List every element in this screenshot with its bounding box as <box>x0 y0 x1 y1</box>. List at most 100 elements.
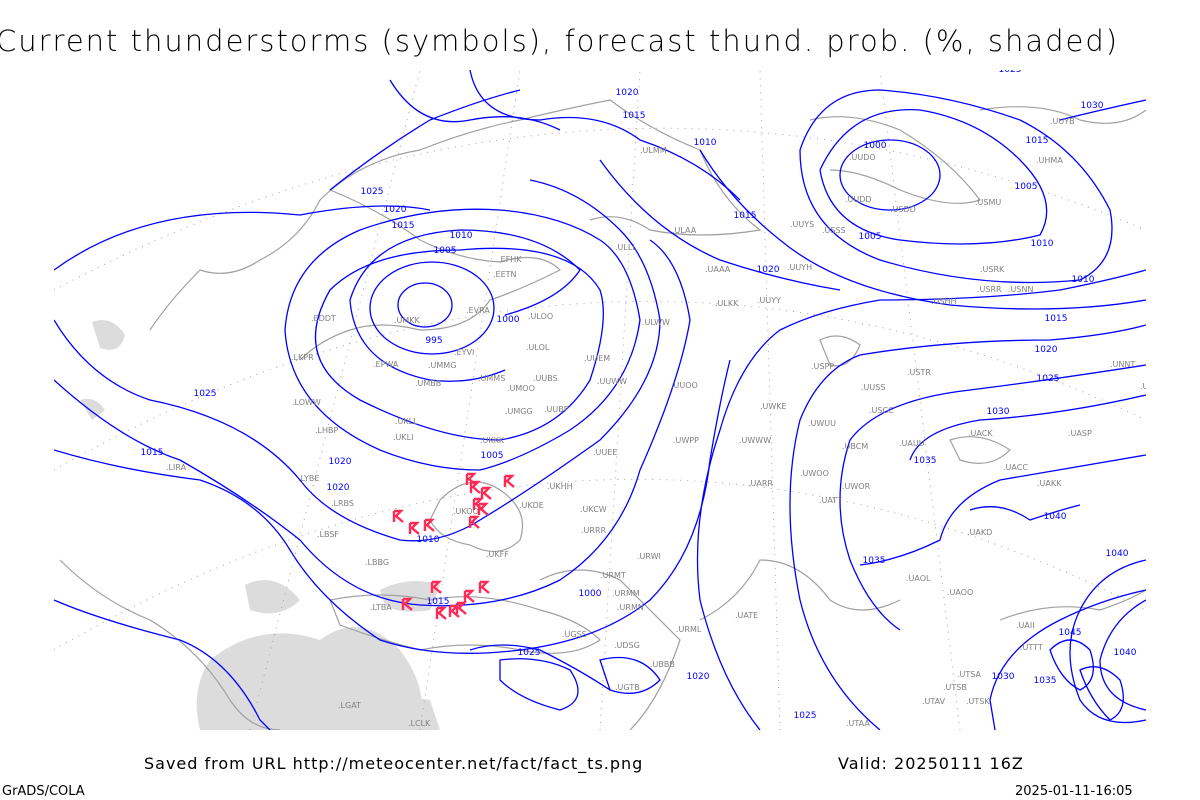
station-label: .UUYB <box>1050 117 1075 126</box>
station-label: .UAKD <box>967 528 992 537</box>
station-label: .UTSK <box>966 697 990 706</box>
station-label: .UATE <box>735 611 758 620</box>
station-labels: .ULMM .ULLL .UUYH .UUYY .ULKK .ULWW .UUSS .USCC… <box>166 117 1146 728</box>
station-label: .UUYH <box>787 263 812 272</box>
station-label: .USMU <box>975 198 1001 207</box>
station-label: .URMT <box>600 571 626 580</box>
station-label: .LCLK <box>408 719 431 728</box>
isobar-label: 1015 <box>427 597 450 607</box>
isobar-label: 1020 <box>384 205 407 215</box>
isobar-label: 1015 <box>1045 314 1068 324</box>
station-label: .ULOL <box>526 343 550 352</box>
station-label: .UAAA <box>705 265 731 274</box>
station-label: .UAUU <box>899 439 925 448</box>
station-label: .UGTB <box>615 683 640 692</box>
station-label: .UWWW <box>739 436 771 445</box>
station-label: .LBSF <box>317 530 339 539</box>
station-label: .EYVI <box>454 348 474 357</box>
station-label: .ULWW <box>642 318 670 327</box>
isobar-label: 1025 <box>194 389 217 399</box>
station-label: .URMM <box>612 589 640 598</box>
isobar-label: 1005 <box>1015 182 1038 192</box>
thunderstorm-icon <box>435 606 447 620</box>
thunderstorm-icon <box>463 589 475 603</box>
station-label: .UTTT <box>1020 643 1043 652</box>
station-label: .UACC <box>1003 463 1028 472</box>
station-label: .ULAA <box>672 226 697 235</box>
station-label: .UUWW <box>597 377 627 386</box>
station-label: .LTBA <box>370 603 392 612</box>
station-label: .UTSA <box>957 670 982 679</box>
isobar-label: 1030 <box>987 407 1010 417</box>
station-label: .UWOR <box>842 482 871 491</box>
station-label: .EDDT <box>311 314 336 323</box>
station-label: .UKLI <box>393 433 413 442</box>
isobar-label: 995 <box>425 336 442 346</box>
isobar-label: 1035 <box>914 456 937 466</box>
isobar-label: 1015 <box>623 111 646 121</box>
station-label: .USRK <box>980 265 1005 274</box>
station-label: .EFHK <box>498 255 522 264</box>
station-label: .URML <box>676 625 702 634</box>
thunderstorm-icon <box>503 474 515 488</box>
isobar-label: 1005 <box>481 451 504 461</box>
isobar-label: 1020 <box>687 672 710 682</box>
station-label: .UDSG <box>614 641 640 650</box>
software-credit: GrADS/COLA <box>2 784 85 799</box>
station-label: .USRR <box>977 285 1002 294</box>
station-label: .UACK <box>968 429 993 438</box>
source-url-text: Saved from URL http://meteocenter.net/fa… <box>144 754 644 773</box>
isobar-label: 1010 <box>417 535 440 545</box>
station-label: .UMBB <box>415 379 441 388</box>
station-label: .UBCM <box>842 442 868 451</box>
isobar-label: 1005 <box>434 246 457 256</box>
isobar-label: 1040 <box>1044 512 1067 522</box>
station-label: .ULMM <box>640 146 667 155</box>
isobar-label: 1025 <box>361 187 384 197</box>
isobar-label: 1045 <box>1059 628 1082 638</box>
isobar-label: 1020 <box>329 457 352 467</box>
station-label: .UMMS <box>478 374 505 383</box>
isobar-label: 1020 <box>757 265 780 275</box>
isobar-label: 1000 <box>864 141 887 151</box>
isobar-label: 1015 <box>141 448 164 458</box>
station-label: .UTAA <box>846 719 870 728</box>
station-label: .UAII <box>1016 621 1035 630</box>
station-label: .USCC <box>869 406 894 415</box>
isobar-label: 1035 <box>863 556 886 566</box>
station-label: .UAOL <box>906 574 931 583</box>
generation-timestamp: 2025-01-11-16:05 <box>1015 784 1133 799</box>
thunderstorm-icon <box>408 521 420 535</box>
station-label: .URMN <box>617 603 644 612</box>
isobar-label: 1030 <box>992 672 1015 682</box>
station-label: .UUOO <box>671 381 698 390</box>
station-label: .UUYY <box>757 296 781 305</box>
isobar-label: 1005 <box>859 232 882 242</box>
thunderstorm-icon <box>455 601 467 615</box>
coastlines <box>59 99 1146 730</box>
isobar-label: 1010 <box>450 231 473 241</box>
isobar-label: 1020 <box>1035 345 1058 355</box>
station-label: .UARR <box>748 479 773 488</box>
station-label: .ULKK <box>715 299 739 308</box>
station-label: .UMOO <box>507 384 535 393</box>
station-label: .UUDD <box>845 195 872 204</box>
station-label: .UKLL <box>395 417 418 426</box>
station-label: .UASP <box>1068 429 1092 438</box>
isobar-label: 1025 <box>794 711 817 721</box>
thunderstorm-icon <box>480 486 492 500</box>
isobar-label: 1040 <box>1106 549 1129 559</box>
station-label: .UMKK <box>394 316 421 325</box>
station-label: .UUEE <box>593 448 617 457</box>
station-label: .UKCW <box>580 505 607 514</box>
isobar-labels: 9951000100510101015102010251000100510101… <box>141 70 1137 721</box>
station-label: .LBBG <box>365 558 389 567</box>
thunderstorm-icon <box>423 518 435 532</box>
station-label: .USSS <box>822 226 846 235</box>
station-label: .UAKK <box>1037 479 1062 488</box>
station-label: .UUYS <box>790 220 814 229</box>
isobar-label: 1020 <box>616 88 639 98</box>
station-label: .UMMG <box>428 361 456 370</box>
probability-shading <box>80 320 440 730</box>
